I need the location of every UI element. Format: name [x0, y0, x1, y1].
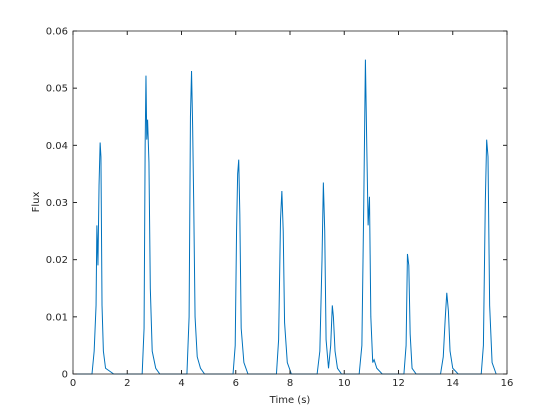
x-tick-label: 8 — [287, 378, 293, 389]
x-tick-label: 0 — [70, 378, 76, 389]
x-axis-label: Time (s) — [269, 395, 311, 406]
y-tick-label: 0.01 — [46, 312, 68, 323]
x-tick-label: 4 — [178, 378, 184, 389]
y-tick-label: 0.05 — [46, 84, 68, 95]
y-axis-label: Flux — [31, 192, 42, 213]
x-tick-label: 12 — [392, 378, 405, 389]
x-tick-label: 10 — [338, 378, 351, 389]
y-tick-label: 0 — [62, 370, 68, 381]
y-tick-label: 0.06 — [46, 27, 68, 38]
axes-box — [72, 30, 508, 375]
y-tick-label: 0.03 — [46, 198, 68, 209]
y-tick-label: 0.02 — [46, 255, 68, 266]
x-tick-label: 14 — [446, 378, 459, 389]
plot-area — [73, 31, 507, 374]
x-tick-label: 2 — [124, 378, 130, 389]
line — [73, 59, 497, 375]
x-tick-label: 6 — [233, 378, 239, 389]
x-tick-label: 16 — [501, 378, 514, 389]
y-tick-label: 0.04 — [46, 141, 68, 152]
